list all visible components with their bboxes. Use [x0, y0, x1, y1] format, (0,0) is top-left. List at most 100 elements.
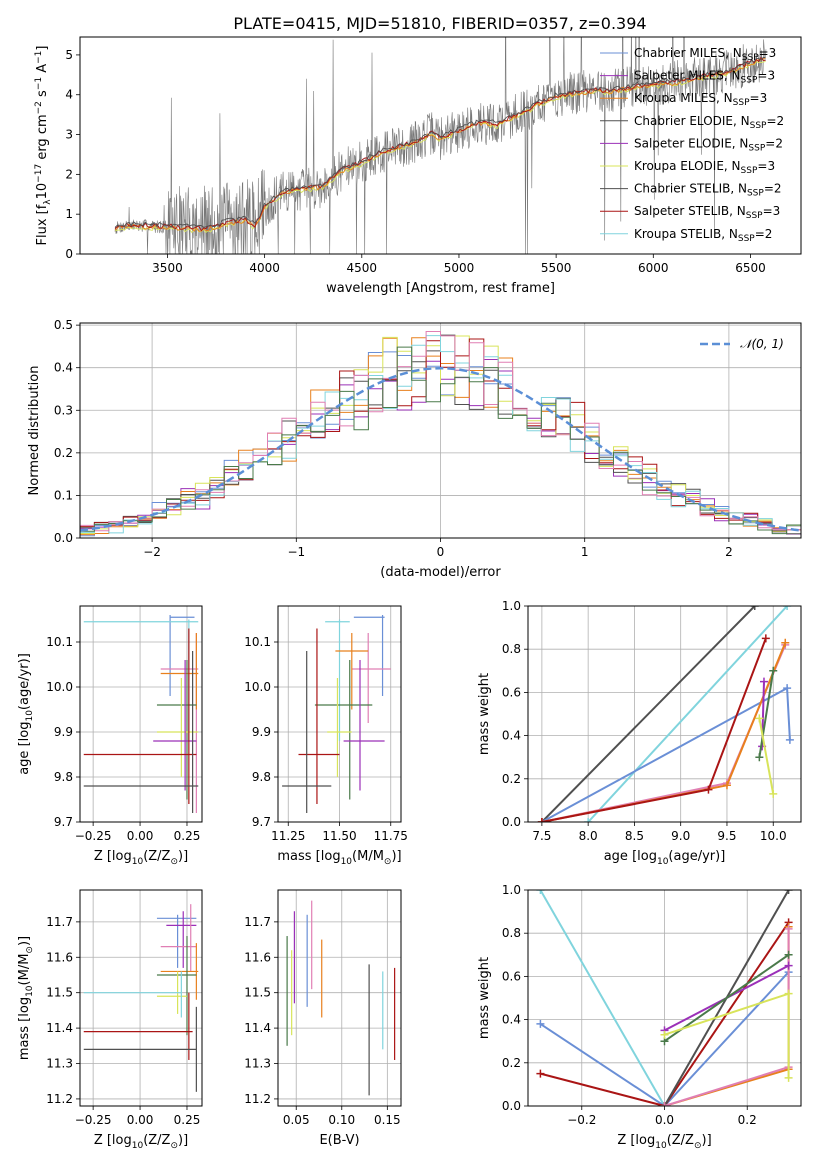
legend-entry: Kroupa STELIB, NSSP=2	[634, 227, 772, 244]
x-axis-label: Z [log10(Z/Z⊙)]	[617, 1133, 711, 1151]
x-tick-label: 6500	[735, 261, 766, 275]
y-tick-label: 10.1	[244, 635, 271, 649]
x-axis-label: E(B-V)	[319, 1133, 359, 1148]
histogram-series	[80, 335, 801, 534]
errorbar-point	[83, 628, 197, 804]
y-tick-label: 2	[65, 167, 73, 181]
x-axis-label: age [log10(age/yr)]	[604, 849, 726, 867]
y-tick-label: 10.1	[46, 635, 73, 649]
weight-series-line	[664, 992, 790, 1078]
y-tick-label: 9.9	[252, 725, 271, 739]
y-tick-label: 11.7	[244, 915, 271, 929]
weight-marker	[781, 638, 790, 647]
y-tick-label: 4	[65, 88, 73, 102]
x-tick-label: −0.2	[567, 1113, 596, 1127]
weight-vs-Z-panel: −0.2 0.0 0.2 0.0 0.2 0.4 0.6 0.8 1.0 Z [log10(Z/Z…	[477, 883, 802, 1151]
x-axis-label: Z [log10(Z/Z⊙)]	[94, 1133, 188, 1151]
x-tick-label: 3500	[152, 261, 183, 275]
errorbar-point	[160, 633, 199, 710]
weight-marker	[769, 666, 778, 675]
axes-frame	[277, 605, 402, 823]
weight-marker	[784, 924, 793, 933]
y-tick-label: 9.8	[252, 770, 271, 784]
legend-entry: Chabrier ELODIE, NSSP=2	[634, 114, 784, 131]
errorbar-point	[343, 660, 385, 791]
errorbar-point	[327, 678, 352, 777]
y-tick-label: 1.0	[502, 883, 521, 897]
histogram-series	[80, 338, 801, 532]
y-tick-label: 0.5	[54, 318, 73, 332]
y-tick-label: 0.0	[502, 1099, 521, 1113]
grid	[278, 890, 401, 1106]
y-tick-label: 11.5	[244, 986, 271, 1000]
grid	[528, 605, 801, 823]
x-tick-label: 8.0	[579, 829, 598, 843]
y-tick-label: 11.6	[244, 950, 271, 964]
errorbar-point	[351, 633, 391, 723]
spectrum-legend: Chabrier MILES, NSSP=3 Salpeter MILES, NS…	[600, 46, 784, 244]
y-tick-label: 0.4	[502, 1013, 521, 1027]
errorbar-point	[83, 971, 182, 1018]
weight-marker	[761, 634, 770, 643]
x-tick-label: 11.75	[374, 829, 408, 843]
weight-marker	[704, 785, 713, 794]
y-tick-label: 3	[65, 128, 73, 142]
x-tick-label: −2	[143, 545, 161, 559]
x-tick-label: −0.25	[75, 829, 112, 843]
weight-series-line	[758, 718, 775, 795]
plot-area	[282, 615, 391, 813]
errorbar-point	[156, 660, 197, 800]
errorbar-point	[314, 660, 373, 800]
x-tick-label: 0.00	[127, 1113, 154, 1127]
y-tick-label: 0.6	[502, 969, 521, 983]
x-axis-label: (data-model)/error	[380, 565, 501, 580]
weight-series-line	[541, 686, 791, 822]
age-vs-mass-panel: 11.25 11.50 11.75 9.7 9.8 9.9 10.0 10.1 mass [lo…	[244, 605, 408, 867]
weight-marker	[784, 1073, 793, 1082]
plot-area	[83, 904, 199, 1092]
x-tick-label: 4500	[347, 261, 378, 275]
errorbar-point	[160, 904, 197, 972]
plot-area	[536, 890, 793, 1106]
y-tick-label: 0.0	[54, 531, 73, 545]
weight-marker	[784, 950, 793, 959]
y-tick-label: 1.0	[502, 599, 521, 613]
axes-frame	[79, 322, 802, 539]
normal-distribution-curve	[80, 366, 801, 532]
weight-series-line	[541, 642, 787, 822]
weight-marker	[536, 890, 545, 894]
errorbar-point	[169, 615, 195, 696]
axes-frame	[79, 36, 802, 255]
weight-marker	[584, 818, 593, 822]
errorbar-point	[156, 936, 197, 1036]
y-tick-label: 11.7	[46, 915, 73, 929]
y-tick-label: 11.3	[46, 1057, 73, 1071]
weight-marker	[785, 735, 794, 744]
y-tick-label: 9.9	[54, 725, 73, 739]
weight-marker	[660, 1102, 669, 1106]
weight-marker	[660, 1030, 669, 1039]
y-axis-label: Normed distribution	[27, 366, 42, 496]
errorbar-point	[83, 651, 199, 813]
grid	[80, 606, 202, 823]
mass-vs-EBV-panel: 0.05 0.10 0.15 11.2 11.3 11.4 11.5 11.6 11.7 E(B-…	[244, 889, 402, 1148]
residual-histogram-panel: −2 −1 0 1 2 0.0 0.1 0.2 0.3 0.4 0.5 (data-model)/er…	[27, 318, 802, 580]
y-tick-label: 10.0	[244, 680, 271, 694]
errorbar-point	[353, 615, 385, 696]
weight-marker	[722, 781, 731, 790]
y-tick-label: 0.1	[54, 488, 73, 502]
axes-frame	[79, 605, 203, 823]
errorbar-point	[282, 651, 332, 813]
weight-marker	[784, 961, 793, 970]
x-tick-label: 5000	[444, 261, 475, 275]
x-tick-label: 5500	[541, 261, 572, 275]
axes-frame	[527, 605, 802, 823]
x-tick-label: 4000	[249, 261, 280, 275]
plot-area	[537, 606, 794, 822]
weight-marker	[784, 890, 793, 894]
weight-marker	[537, 818, 546, 822]
weight-marker	[769, 789, 778, 798]
weight-vs-age-panel: 7.5 8.0 8.5 9.0 9.5 10.0 0.0 0.2 0.4 0.6 0.8 1.0 age…	[477, 599, 802, 867]
spectrum-panel: 3500 4000 4500 5000 5500 6000 6500 0 1 2 3 4 5 wavele…	[34, 36, 802, 296]
plot-area	[83, 615, 199, 813]
